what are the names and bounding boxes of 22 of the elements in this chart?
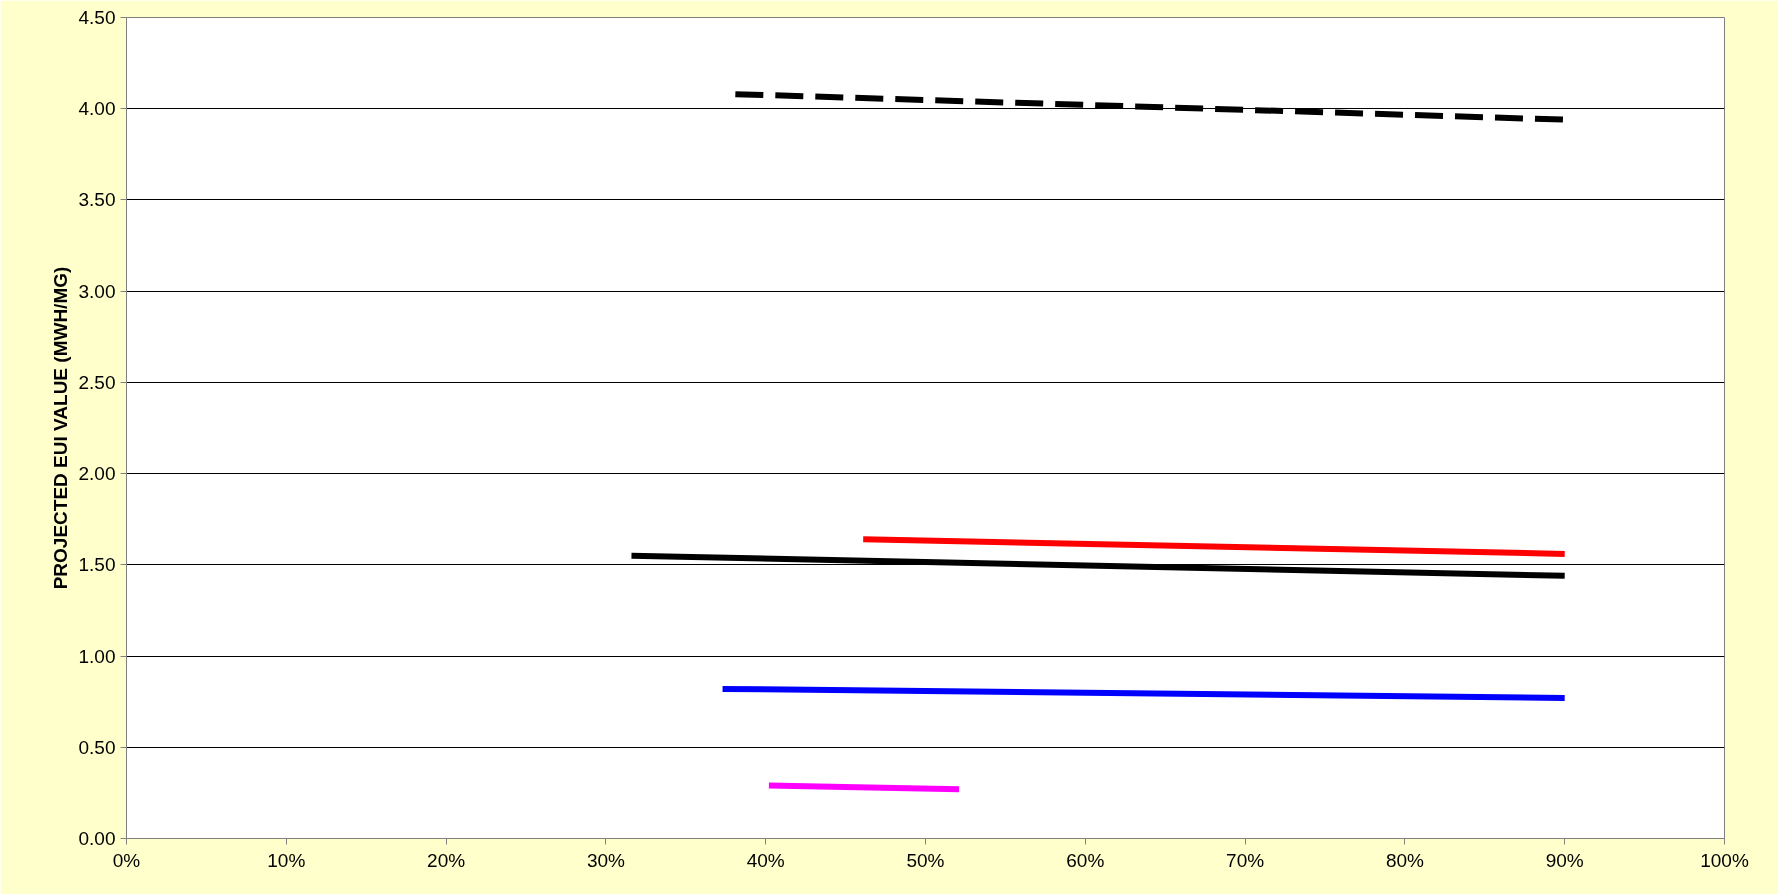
- y-tick-label: 4.50: [78, 7, 116, 28]
- x-tick-label: 40%: [746, 849, 785, 871]
- x-tick-label: 90%: [1545, 849, 1584, 871]
- y-tick-label: 3.00: [78, 280, 116, 302]
- y-tick-label: 2.50: [78, 371, 116, 393]
- y-tick-label: 4.00: [78, 98, 116, 120]
- x-tick-label: 20%: [427, 849, 466, 871]
- y-axis-title: PROJECTED EUI VALUE (MWH/MG): [49, 266, 71, 590]
- x-tick-label: 0%: [112, 849, 141, 871]
- y-tick-label: 0.50: [78, 736, 116, 758]
- y-tick-label: 3.50: [78, 189, 116, 211]
- x-tick-label: 30%: [586, 849, 626, 871]
- x-tick-label: 80%: [1385, 849, 1425, 871]
- y-tick-label: 0.00: [78, 828, 116, 849]
- x-tick-label: 50%: [906, 849, 945, 871]
- x-tick-label: 100%: [1700, 849, 1749, 871]
- x-tick-label: 60%: [1066, 849, 1105, 871]
- y-tick-label: 2.00: [78, 463, 116, 485]
- x-tick-label: 70%: [1226, 849, 1265, 871]
- y-tick-label: 1.50: [78, 554, 116, 576]
- x-tick-label: 10%: [267, 849, 306, 871]
- y-tick-label: 1.00: [78, 645, 116, 667]
